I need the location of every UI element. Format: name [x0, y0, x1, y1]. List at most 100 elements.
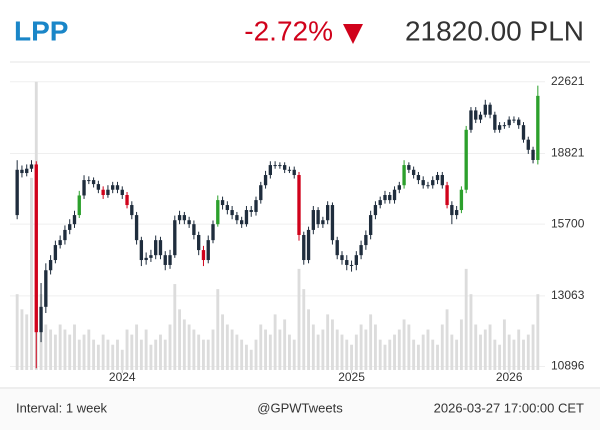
- y-tick-label: 22621: [551, 74, 585, 88]
- volume-bar: [393, 334, 396, 370]
- candle-body: [134, 215, 139, 241]
- volume-bar: [82, 334, 86, 370]
- candle-body: [29, 164, 34, 169]
- volume-bar: [139, 339, 143, 370]
- candle-body: [397, 185, 401, 190]
- candle-body: [68, 224, 72, 230]
- candle-body: [502, 125, 507, 127]
- candle-body: [115, 185, 120, 190]
- candle-body: [306, 229, 311, 261]
- candle-body: [378, 200, 382, 206]
- volume-bar: [445, 309, 449, 370]
- candle-body: [220, 200, 225, 206]
- volume-bar: [254, 339, 258, 370]
- candle-body: [144, 257, 148, 261]
- volume-bar: [512, 339, 516, 370]
- plot: 10896 13063 15700 18821 22621 2024 2025 2026: [10, 74, 585, 384]
- y-tick-label: 13063: [551, 288, 585, 302]
- candle-body: [254, 200, 258, 212]
- candle-body: [478, 114, 483, 120]
- candle-body: [259, 185, 263, 201]
- candle-body: [383, 194, 387, 201]
- candle-body: [426, 185, 430, 187]
- y-tick-label: 10896: [551, 359, 585, 373]
- candle-body: [297, 175, 301, 235]
- candle-body: [163, 255, 167, 265]
- volume-bar: [469, 294, 473, 370]
- volume-bar: [49, 329, 53, 370]
- candle-body: [364, 234, 368, 246]
- candle-body: [25, 168, 29, 174]
- candle-body: [44, 270, 48, 307]
- volume-bar: [235, 334, 239, 370]
- volume-bar: [483, 329, 487, 370]
- volume-bar: [450, 334, 454, 370]
- candle-body: [91, 180, 96, 185]
- volume-bar: [211, 329, 215, 370]
- volume-bar: [130, 334, 134, 370]
- candle-body: [359, 245, 363, 256]
- candle-body: [206, 240, 210, 261]
- volume-bar: [135, 324, 139, 370]
- candle-body: [431, 180, 435, 186]
- y-tick-label: 15700: [551, 216, 585, 230]
- volume-bar: [163, 339, 167, 370]
- candle-body: [507, 119, 511, 126]
- volume-bar: [464, 268, 468, 370]
- volume-bar: [202, 339, 205, 370]
- candle-body: [454, 210, 459, 216]
- volume-bar: [249, 349, 253, 370]
- volume-bar: [173, 284, 177, 370]
- candle-body: [493, 114, 497, 130]
- change: -2.72%: [244, 15, 333, 46]
- candle-body: [120, 189, 124, 195]
- volume-bar: [373, 324, 377, 370]
- candle-body: [249, 210, 253, 212]
- volume-bar: [111, 344, 115, 370]
- volume-bar: [278, 329, 282, 370]
- candle-body: [469, 110, 473, 130]
- candle-body: [517, 119, 521, 126]
- volume-bar: [536, 294, 540, 370]
- volume-bar: [331, 319, 334, 370]
- candle-body: [445, 185, 449, 206]
- candle-body: [96, 184, 101, 190]
- x-tick-label: 2024: [109, 370, 136, 384]
- candle-body: [154, 240, 158, 256]
- candle-body: [182, 215, 187, 221]
- candle-body: [483, 104, 487, 115]
- candle-body: [440, 175, 444, 186]
- candle-body: [536, 95, 540, 160]
- candle-body: [197, 234, 201, 251]
- volume-bar: [522, 339, 525, 370]
- candle-body: [388, 194, 392, 201]
- candle-body: [268, 165, 273, 176]
- volume-bar: [436, 344, 439, 370]
- candle-body: [402, 165, 406, 186]
- candle-body: [278, 165, 282, 167]
- volume-bar: [283, 319, 287, 370]
- volume-bar: [273, 314, 277, 370]
- volume-bar: [259, 324, 263, 370]
- volume-bar: [197, 334, 201, 370]
- candle-body: [411, 169, 416, 176]
- volume-bar: [77, 339, 81, 370]
- candle-body: [464, 129, 468, 190]
- volume-bar: [192, 329, 196, 370]
- candle-body: [292, 169, 296, 176]
- volume-bar: [321, 329, 325, 370]
- candle-body: [192, 224, 196, 235]
- volume-bar: [416, 344, 420, 370]
- volume-bar: [125, 329, 129, 370]
- volume-bar: [30, 177, 33, 370]
- source: @GPWTweets: [257, 400, 343, 415]
- volume-bar: [493, 339, 497, 370]
- volume-bar: [53, 334, 57, 370]
- volume-bar: [316, 334, 320, 370]
- volume-bar: [230, 329, 234, 370]
- candle-body: [244, 210, 249, 225]
- candle-body: [101, 189, 105, 195]
- candle-body: [201, 250, 206, 261]
- volume-bar: [479, 334, 482, 370]
- candle-body: [335, 240, 339, 256]
